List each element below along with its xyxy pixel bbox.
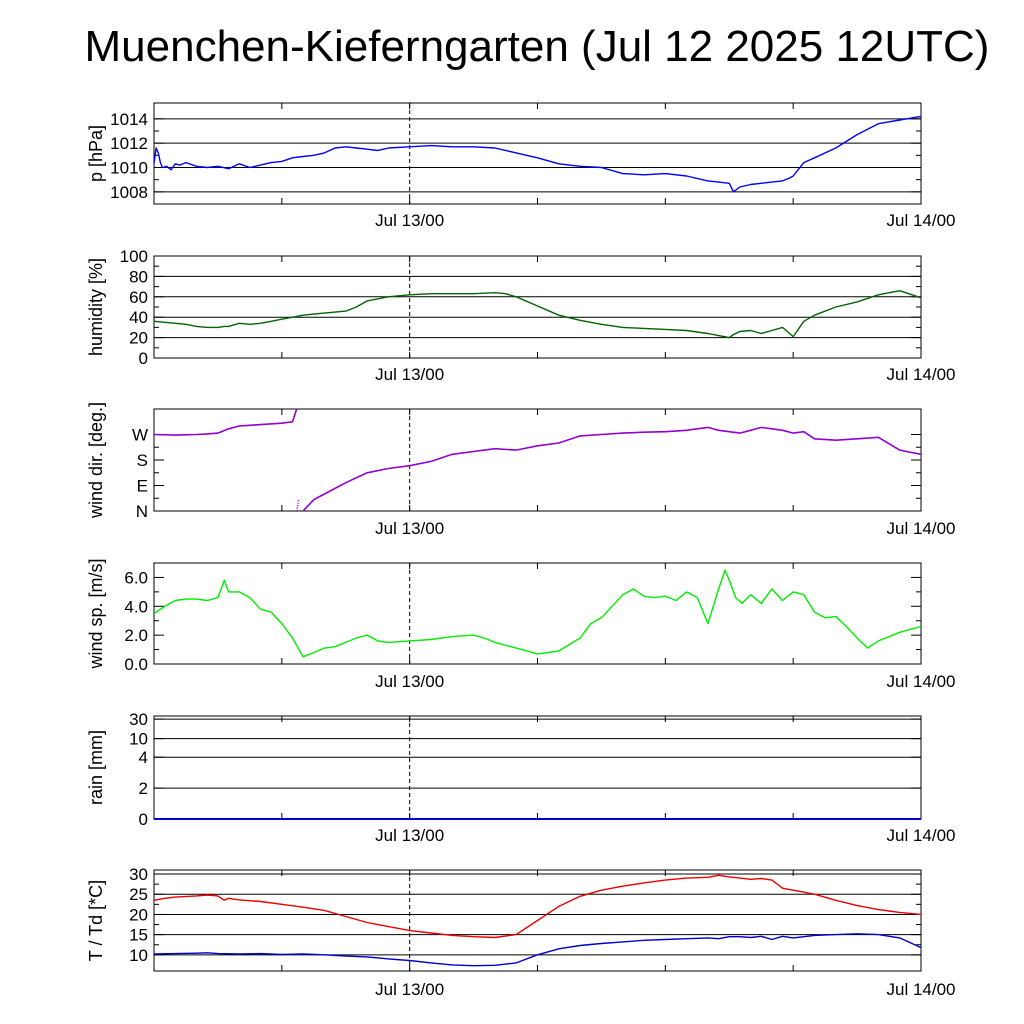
ytick-label: 20 xyxy=(129,329,148,348)
xtick-label: Jul 14/00 xyxy=(887,365,956,384)
ytick-label: 60 xyxy=(129,288,148,307)
series-line-temperature-1 xyxy=(153,933,922,967)
series-line-wind-wrap xyxy=(296,499,300,512)
series-line-wind-direction xyxy=(153,408,922,512)
ytick-label: 2.0 xyxy=(124,626,148,645)
xtick-label: Jul 14/00 xyxy=(887,519,956,538)
y-axis-label: rain [mm] xyxy=(86,730,106,805)
panel-frame xyxy=(153,102,922,205)
xtick-label: Jul 13/00 xyxy=(375,211,444,230)
xtick-label: Jul 14/00 xyxy=(887,826,956,845)
ytick-label: 1012 xyxy=(110,134,148,153)
y-axis-label: p [hPa] xyxy=(86,125,106,182)
ytick-label: 4 xyxy=(139,748,148,767)
xtick-label: Jul 13/00 xyxy=(375,826,444,845)
xtick-label: Jul 14/00 xyxy=(887,211,956,230)
ytick-label: 15 xyxy=(129,926,148,945)
panel-frame xyxy=(153,715,922,820)
ytick-label: 0.0 xyxy=(124,655,148,674)
y-axis-label: T / Td [*C] xyxy=(86,880,106,961)
ytick-label: 10 xyxy=(129,946,148,965)
ytick-label: 0 xyxy=(139,349,148,368)
xtick-label: Jul 13/00 xyxy=(375,519,444,538)
ytick-label: 2 xyxy=(139,779,148,798)
series-line-wind-speed xyxy=(153,569,922,658)
y-axis-label: wind sp. [m/s] xyxy=(86,558,106,669)
panel-frame xyxy=(153,562,922,665)
ytick-label: W xyxy=(132,426,148,445)
ytick-label: 80 xyxy=(129,267,148,286)
ytick-label: 100 xyxy=(120,247,148,266)
xtick-label: Jul 13/00 xyxy=(375,980,444,999)
xtick-label: Jul 14/00 xyxy=(887,672,956,691)
xtick-label: Jul 14/00 xyxy=(887,980,956,999)
ytick-label: 0 xyxy=(139,810,148,829)
ytick-label: 20 xyxy=(129,905,148,924)
ytick-label: N xyxy=(136,502,148,521)
y-axis-label: humidity [%] xyxy=(86,258,106,356)
y-axis-label: wind dir. [deg.] xyxy=(86,402,106,519)
ytick-label: 6.0 xyxy=(124,568,148,587)
xtick-label: Jul 13/00 xyxy=(375,365,444,384)
ytick-label: 4.0 xyxy=(124,597,148,616)
series-line-humidity xyxy=(153,290,922,339)
series-line-temperature xyxy=(153,874,922,939)
ytick-label: 10 xyxy=(129,730,148,749)
ytick-label: 1008 xyxy=(110,183,148,202)
ytick-label: E xyxy=(137,477,148,496)
ytick-label: 30 xyxy=(129,710,148,729)
xtick-label: Jul 13/00 xyxy=(375,672,444,691)
panel-frame xyxy=(153,255,922,359)
series-line-pressure xyxy=(153,115,922,193)
ytick-label: 30 xyxy=(129,865,148,884)
ytick-label: 1014 xyxy=(110,110,148,129)
ytick-label: S xyxy=(137,451,148,470)
ytick-label: 40 xyxy=(129,308,148,327)
ytick-label: 1010 xyxy=(110,158,148,177)
ytick-label: 25 xyxy=(129,885,148,904)
chart-title: Muenchen-Kieferngarten (Jul 12 2025 12UT… xyxy=(84,22,990,71)
